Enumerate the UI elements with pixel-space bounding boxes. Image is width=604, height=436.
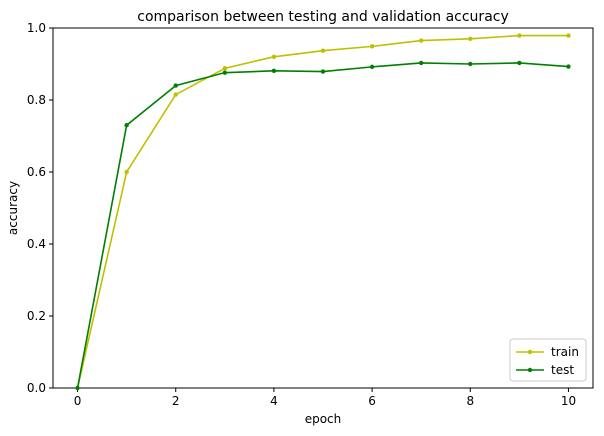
- series-layer: [75, 33, 571, 391]
- legend-label-test: test: [551, 363, 574, 377]
- x-tick-label: 4: [270, 394, 278, 408]
- legend-label-train: train: [551, 345, 579, 359]
- x-axis-ticks: 0 2 4 6 8 10: [74, 388, 576, 408]
- data-point-train: [271, 54, 277, 59]
- y-tick-label: 1.0: [27, 21, 46, 35]
- data-point-train: [468, 36, 473, 41]
- data-point-test: [124, 123, 129, 128]
- data-point-test: [173, 83, 178, 88]
- x-tick-label: 8: [466, 394, 474, 408]
- legend: train test: [509, 338, 587, 382]
- y-tick-label: 0.6: [27, 165, 46, 179]
- chart-title: comparison between testing and validatio…: [137, 9, 509, 25]
- data-point-train: [566, 33, 571, 38]
- x-axis-label: epoch: [305, 412, 342, 426]
- y-axis-ticks: 0.0 0.2 0.4 0.6 0.8 1.0: [27, 21, 53, 395]
- data-point-test: [369, 64, 375, 70]
- data-point-test: [222, 70, 228, 75]
- data-point-test: [320, 69, 326, 74]
- data-point-train: [222, 66, 228, 71]
- y-tick-label: 0.2: [27, 309, 46, 323]
- data-point-train: [173, 92, 178, 97]
- data-point-train: [517, 33, 522, 38]
- data-point-test: [468, 61, 473, 67]
- plot-frame: [52, 27, 594, 389]
- x-tick-label: 10: [561, 394, 576, 408]
- data-point-train: [369, 44, 375, 49]
- legend-marker-train: [527, 349, 533, 355]
- data-point-train: [418, 38, 424, 43]
- x-tick-label: 2: [172, 394, 180, 408]
- y-axis-label: accuracy: [6, 181, 20, 235]
- y-tick-label: 0.8: [27, 93, 46, 107]
- legend-marker-test: [527, 367, 533, 373]
- data-point-test: [566, 64, 571, 69]
- x-tick-label: 0: [74, 394, 82, 408]
- data-point-test: [418, 60, 424, 66]
- x-tick-label: 6: [368, 394, 376, 408]
- y-tick-label: 0.4: [27, 237, 46, 251]
- y-tick-label: 0.0: [27, 381, 46, 395]
- data-point-test: [271, 68, 277, 74]
- data-point-train: [320, 48, 326, 53]
- data-point-test: [75, 385, 80, 391]
- data-point-test: [517, 60, 522, 66]
- data-point-train: [124, 169, 129, 175]
